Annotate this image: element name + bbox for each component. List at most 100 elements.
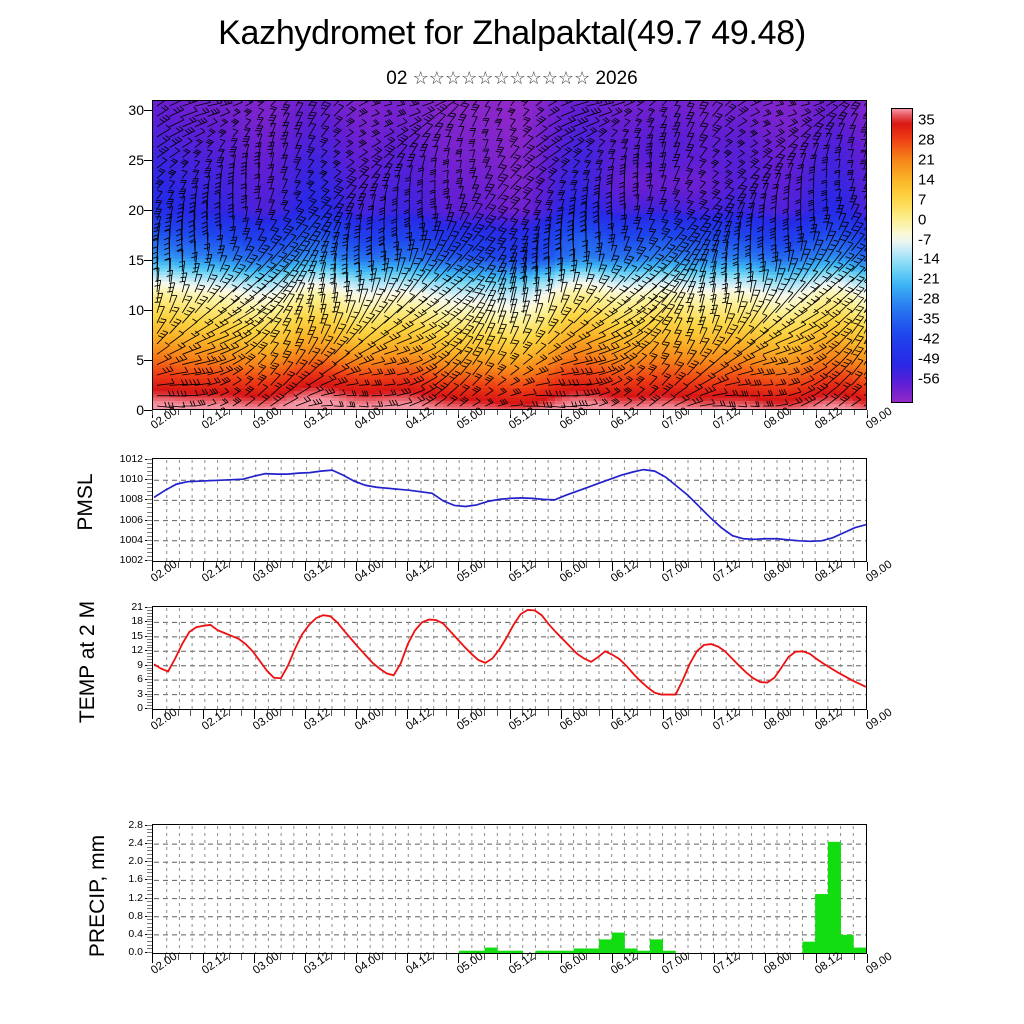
temp-xtick-mark	[598, 710, 600, 716]
precip-bar	[497, 950, 511, 953]
pmsl-ytick-minor	[147, 479, 152, 481]
precip-xtick-mark	[356, 954, 358, 963]
colorbar-tick-0: 35	[918, 111, 935, 129]
pmsl-xtick-mark	[662, 562, 664, 571]
temp-ytick-minor	[147, 621, 152, 623]
pmsl-ytick-minor	[147, 487, 152, 489]
temp-xtick-mark	[330, 710, 332, 716]
temp-xtick-mark	[675, 710, 677, 716]
precip-xtick-mark	[854, 954, 856, 960]
temp-ytick-minor	[147, 670, 152, 672]
precip-ytick-minor	[147, 839, 152, 841]
pmsl-xtick-mark	[752, 562, 754, 568]
subtitle-day: 02	[386, 68, 408, 89]
xsec-xtick-minor	[458, 410, 460, 415]
precip-xtick-mark	[483, 954, 485, 960]
precip-ytick-minor	[147, 919, 152, 921]
colorbar-tick-2: 21	[918, 151, 935, 169]
precip-bar	[599, 939, 613, 953]
pmsl-ytick-minor	[147, 499, 152, 501]
precip-xtick-mark	[701, 954, 703, 960]
temp-ytick-minor	[147, 690, 152, 692]
xsec-ytick-20: 20	[128, 202, 144, 218]
precip-ytick-minor	[147, 926, 152, 928]
xsec-xtick-minor	[177, 410, 179, 415]
pmsl-ytick-minor	[147, 523, 152, 525]
temp-xtick-mark	[228, 710, 230, 716]
precip-xtick-mark	[764, 954, 766, 963]
precip-ytick-minor	[147, 922, 152, 924]
precip-ytick-minor	[147, 915, 152, 917]
temp-xtick-mark	[279, 710, 281, 716]
temp-xtick-mark	[777, 710, 779, 716]
xsec-xtick-minor	[330, 410, 332, 415]
xsec-xtick-minor	[777, 410, 779, 415]
temp-xtick-mark	[394, 710, 396, 716]
pmsl-xtick-mark	[343, 562, 345, 568]
pmsl-xtick-mark	[573, 562, 575, 568]
pmsl-ytick-minor	[147, 551, 152, 553]
temp-ytick-minor	[147, 644, 152, 646]
xsec-xtick-minor	[586, 410, 588, 415]
xsec-xtick-minor	[215, 410, 217, 415]
precip-bar	[573, 948, 587, 953]
page-subtitle: 02 ☆☆☆☆☆☆☆☆☆☆☆ 2026	[0, 68, 1024, 90]
precip-xtick-mark	[688, 954, 690, 960]
temp-xtick-mark	[266, 710, 268, 716]
precip-ytick-minor	[147, 843, 152, 845]
cross-section-field	[153, 101, 866, 409]
pmsl-xtick-mark	[547, 562, 549, 568]
pmsl-xtick-mark	[305, 562, 307, 571]
temp-xtick-mark	[190, 710, 192, 716]
precip-bar	[560, 950, 574, 953]
precip-xtick-mark	[867, 954, 868, 963]
pmsl-xtick-mark	[445, 562, 447, 568]
xsec-xtick-minor	[203, 410, 205, 415]
temp-ytick-minor	[147, 615, 152, 617]
precip-xtick-05.00: 05.00	[455, 950, 486, 977]
precip-bar	[637, 950, 651, 953]
pmsl-ytick-minor	[147, 535, 152, 537]
precip-ytick-minor	[147, 875, 152, 877]
colorbar-tick-6: -7	[918, 231, 932, 249]
precip-xtick-mark	[190, 954, 192, 960]
precip-ytick-minor	[147, 933, 152, 935]
precip-xtick-mark	[573, 954, 575, 960]
precip-ytick-minor	[147, 886, 152, 888]
temp-xtick-mark	[152, 710, 153, 719]
xsec-ytick-25: 25	[128, 152, 144, 168]
xsec-xtick-minor	[228, 410, 230, 415]
precip-xtick-mark	[560, 954, 562, 963]
temp-xtick-mark	[854, 710, 856, 716]
temp-xtick-mark	[317, 710, 319, 716]
precip-xtick-mark	[215, 954, 217, 960]
xsec-xtick-minor	[381, 410, 383, 415]
pmsl-xtick-04.12: 04.12	[404, 558, 435, 585]
pmsl-ytick-minor	[147, 560, 152, 561]
pmsl-ytick-minor	[147, 531, 152, 533]
pmsl-plot	[152, 458, 867, 562]
colorbar-tick-5: 0	[918, 211, 927, 229]
precip-ytick-minor	[147, 864, 152, 866]
temp-xtick-mark	[292, 710, 294, 716]
precip-xtick-mark	[177, 954, 179, 960]
pmsl-xtick-mark	[637, 562, 639, 568]
pmsl-xtick-mark	[522, 562, 524, 568]
pmsl-xtick-mark	[598, 562, 600, 568]
xsec-xtick-minor	[841, 410, 843, 415]
xsec-xtick-minor	[547, 410, 549, 415]
precip-plot	[152, 824, 867, 954]
precip-xtick-mark	[330, 954, 332, 960]
temp-plot	[152, 606, 867, 710]
pmsl-xtick-mark	[649, 562, 651, 568]
precip-xtick-mark	[292, 954, 294, 960]
temp-xtick-mark	[509, 710, 511, 719]
temp-xtick-09.00: 09.00	[864, 706, 895, 733]
pmsl-ytick-minor	[147, 491, 152, 493]
subtitle-month-glyphs: ☆☆☆☆☆☆☆☆☆☆☆	[412, 68, 591, 88]
precip-bar	[471, 950, 485, 953]
precip-xtick-mark	[394, 954, 396, 960]
pmsl-xtick-mark	[254, 562, 256, 571]
subtitle-year: 2026	[595, 68, 638, 89]
precip-xtick-mark	[598, 954, 600, 960]
